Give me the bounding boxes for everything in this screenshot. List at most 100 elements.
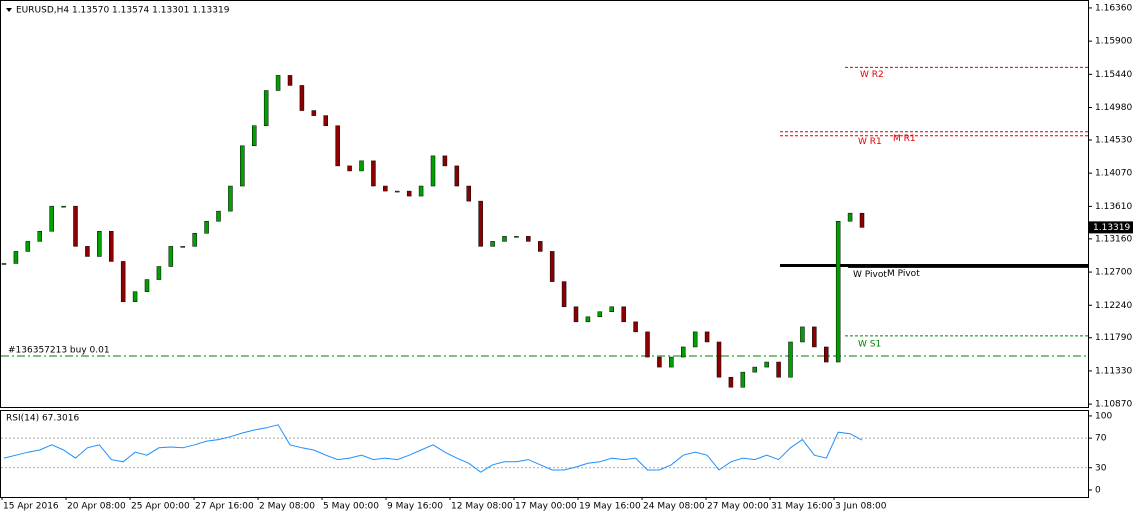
candle [406,190,412,197]
candle [585,316,591,323]
candle [25,241,31,252]
candle [180,246,185,248]
rsi-tick-label: 30 [1095,463,1107,473]
x-tick-label: 31 May 16:00 [771,502,833,512]
pivot-label: W Pivot [853,270,887,280]
candle [73,205,78,247]
candle [788,341,793,378]
y-tick-label: 1.13610 [1095,202,1132,212]
candle [204,221,209,234]
candle [609,306,614,312]
candle [549,251,555,282]
x-tick-label: 2 May 08:00 [259,502,315,512]
x-tick-label: 24 May 08:00 [643,502,705,512]
candle [776,361,781,378]
x-tick-label: 5 May 00:00 [323,502,379,512]
candle [418,185,424,197]
y-tick-label: 1.12240 [1095,301,1132,311]
candle [728,376,734,388]
pivot-label: W S1 [858,339,881,349]
rsi-line [3,424,863,473]
candle [323,115,328,126]
candle [240,145,245,187]
candle [228,185,233,212]
candle [132,291,138,302]
candle [49,205,54,232]
y-tick-label: 1.16360 [1095,3,1132,13]
candle [847,212,853,222]
y-tick-label: 1.14980 [1095,103,1132,113]
y-tick-label: 1.14530 [1095,135,1132,145]
candle [442,155,448,167]
x-tick-label: 19 May 16:00 [579,502,641,512]
y-tick-label: 1.14070 [1095,169,1132,179]
y-tick-label: 1.12700 [1095,268,1132,278]
current-price: 1.13319 [1093,223,1130,233]
candle [561,281,567,308]
price-box [1089,221,1133,234]
candle [538,241,543,252]
candle [168,246,174,267]
candle [120,261,126,302]
candle [37,231,42,242]
x-tick-label: 15 Apr 2016 [3,502,59,512]
pivot-label: W R2 [860,70,884,80]
rsi-title: RSI(14) 67.3016 [6,414,79,424]
candle [335,125,340,167]
candle [97,231,102,257]
candle [263,90,269,126]
candle [347,165,352,172]
x-tick-label: 9 May 16:00 [387,502,443,512]
candle [252,125,257,147]
candle [633,321,638,333]
candle [526,236,531,242]
candle [311,110,317,116]
candle [669,356,674,368]
candle [657,356,662,368]
candle [13,251,19,264]
x-tick-label: 25 Apr 00:00 [131,502,190,512]
candle [514,236,519,238]
y-tick-label: 1.15440 [1095,70,1132,80]
candle [359,160,364,172]
candle [812,326,817,348]
rsi-frame [0,410,1089,498]
candle [597,311,603,318]
candle [573,306,579,323]
y-tick-label: 1.11330 [1095,366,1132,376]
x-tick-label: 27 Apr 16:00 [195,502,254,512]
candle [395,190,400,193]
candle [287,75,293,86]
pivot-label: M R1 [893,134,916,144]
candle [144,279,150,292]
candle [478,200,483,247]
candle [275,75,281,91]
candle [621,306,626,323]
rsi-tick-label: 0 [1095,485,1101,495]
candle [216,210,221,222]
chart-header: EURUSD,H4 1.13570 1.13574 1.13301 1.1331… [16,6,230,16]
candle [752,366,757,373]
candle [85,246,90,257]
candle [716,341,722,378]
y-tick-label: 1.15900 [1095,37,1132,47]
candle [859,212,865,228]
x-tick-label: 17 May 00:00 [515,502,577,512]
candle [704,331,710,343]
pivot-label: M Pivot [887,269,920,279]
menu-arrow[interactable] [6,8,12,12]
candle [502,236,507,242]
x-tick-label: 3 Jun 08:00 [835,502,887,512]
pivot-label: W R1 [858,137,882,147]
y-tick-label: 1.13160 [1095,234,1132,244]
rsi-tick-label: 70 [1095,434,1107,444]
candle [764,361,769,368]
candle [299,85,305,111]
candle [383,185,388,192]
candle [430,155,436,187]
candle [61,205,66,208]
main-frame [0,0,1089,408]
candle [490,241,495,247]
candle [371,160,376,187]
